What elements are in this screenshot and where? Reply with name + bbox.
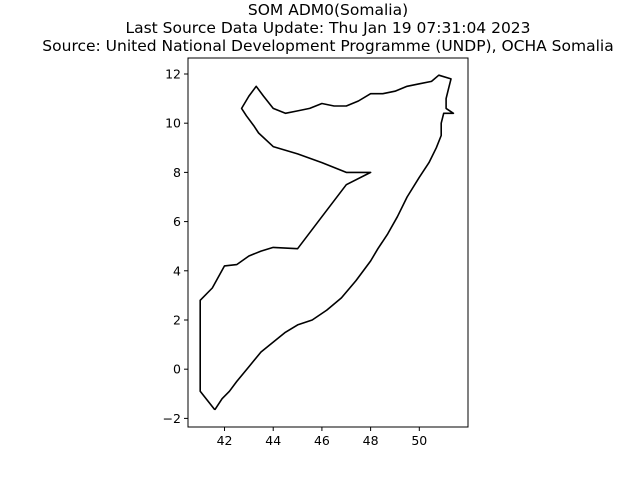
x-tick-label: 48 [363,433,379,448]
map-title: SOM ADM0(Somalia) Last Source Data Updat… [0,1,640,55]
x-tick-label: 46 [314,433,330,448]
x-tick-label: 42 [217,433,233,448]
x-tick-label: 44 [265,433,281,448]
y-tick-label: 8 [173,165,181,180]
y-tick-label: 12 [165,66,181,81]
y-tick-label: −2 [163,411,181,426]
title-line-1: SOM ADM0(Somalia) [247,1,409,19]
y-tick-label: 0 [173,362,181,377]
y-tick-label: 2 [173,312,181,327]
x-axis: 42 44 46 48 50 [217,427,427,448]
y-tick-label: 6 [173,214,181,229]
y-tick-label: 4 [173,263,181,278]
title-line-3: Source: United National Development Prog… [42,37,614,55]
y-tick-label: 10 [165,116,181,131]
x-tick-label: 50 [411,433,427,448]
country-boundary [199,74,455,411]
y-axis: −2 0 2 4 6 8 10 12 [163,66,188,426]
plot-area-frame [187,57,469,428]
title-line-2: Last Source Data Update: Thu Jan 19 07:3… [125,19,531,37]
